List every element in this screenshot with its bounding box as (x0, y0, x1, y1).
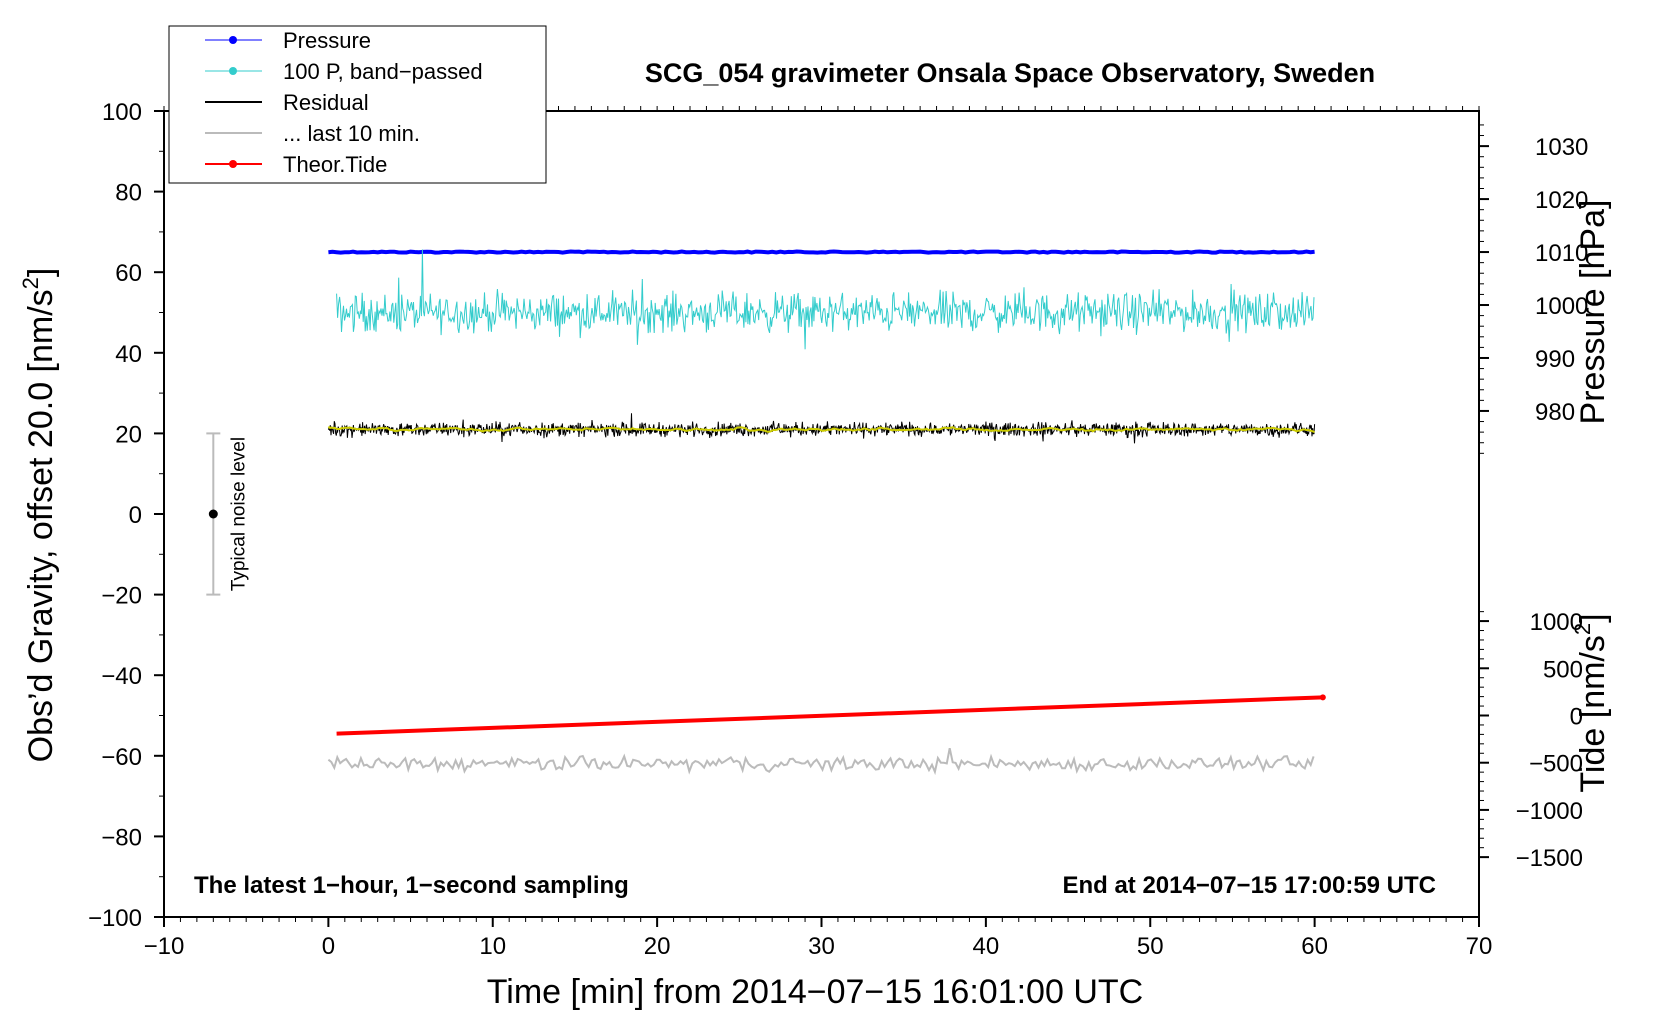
tide-tick-label: −500 (1529, 751, 1583, 778)
x-tick-label: 60 (1301, 933, 1328, 960)
pressure-tick-label: 1010 (1535, 240, 1588, 267)
y-axis-title-main: Obs’d Gravity, offset 20.0 [nm/s (22, 289, 60, 762)
x-tick-label: −10 (144, 933, 185, 960)
tide-tick-label: 1000 (1530, 609, 1583, 636)
pressure-series-line (328, 249, 1315, 255)
tide-axis-title-sup: 2 (1570, 623, 1595, 635)
y-axis-title: Obs’d Gravity, offset 20.0 [nm/s2] (18, 268, 60, 763)
y-tick-label: −40 (101, 663, 142, 690)
tide-tick-label: 0 (1570, 704, 1583, 731)
y-axis-title-sup: 2 (18, 277, 43, 289)
legend-label: Theor.Tide (283, 152, 387, 177)
noise-marker: Typical noise level (206, 432, 249, 596)
x-tick-label: 70 (1466, 933, 1493, 960)
tide-tick-label: −1500 (1516, 845, 1583, 872)
pressure-tick-label: 1020 (1535, 187, 1588, 214)
pressure-tick-label: 990 (1535, 346, 1575, 373)
pressure-axis-title: Pressure [hPa] (1574, 200, 1612, 425)
y-tick-label: 20 (115, 421, 142, 448)
y-tick-label: −20 (101, 583, 142, 610)
y-tick-label: 40 (115, 341, 142, 368)
x-axis-title: Time [min] from 2014−07−15 16:01:00 UTC (487, 973, 1143, 1011)
end-time-note: End at 2014−07−15 17:00:59 UTC (1062, 872, 1436, 899)
chart-title: SCG_054 gravimeter Onsala Space Observat… (645, 58, 1375, 88)
last-10-min-series-line (327, 747, 1315, 776)
y-axis-title-end: ] (22, 268, 60, 277)
x-tick-label: 30 (808, 933, 835, 960)
tide-tick-label: −1000 (1516, 798, 1583, 825)
bandpassed-pressure-series-line (336, 249, 1315, 350)
legend-marker (229, 160, 237, 168)
theoretical-tide-series-line (336, 695, 1323, 736)
legend-label: Pressure (283, 28, 371, 53)
pressure-tick-label: 980 (1535, 399, 1575, 426)
noise-marker-label: Typical noise level (228, 437, 249, 591)
x-tick-label: 40 (973, 933, 1000, 960)
legend-label: 100 P, band−passed (283, 59, 483, 84)
residual-smoothed-series-line (327, 425, 1316, 434)
y-tick-label: −100 (88, 905, 142, 932)
y-tick-label: 0 (129, 502, 142, 529)
x-tick-label: 20 (644, 933, 671, 960)
x-tick-label: 50 (1137, 933, 1164, 960)
plot-frame (163, 110, 1480, 918)
legend-box (168, 25, 547, 184)
y-tick-label: 80 (115, 180, 142, 207)
tide-axis-title-main: Tide [nm/s (1574, 635, 1612, 792)
x-tick-label: 0 (322, 933, 335, 960)
legend-label: Residual (283, 90, 369, 115)
axes: −10 0 10 20 30 40 50 60 70−100−80−60−40−20020406… (88, 99, 1588, 960)
y-tick-label: 100 (102, 99, 142, 126)
legend-marker (229, 67, 237, 75)
pressure-tick-label: 1000 (1535, 293, 1588, 320)
y-tick-label: 60 (115, 260, 142, 287)
tide-tick-label: 500 (1543, 656, 1583, 683)
x-tick-label: 10 (479, 933, 506, 960)
legend-marker (229, 36, 237, 44)
plot-area (327, 249, 1326, 776)
legend: Pressure 100 P, band−passed Residual ... la… (168, 25, 547, 184)
sampling-note: The latest 1−hour, 1−second sampling (194, 872, 629, 899)
y-tick-label: −80 (101, 824, 142, 851)
theoretical-tide-end-point (1319, 694, 1326, 701)
pressure-tick-label: 1030 (1535, 134, 1588, 161)
legend-label: ... last 10 min. (283, 121, 420, 146)
tide-axis-title: Tide [nm/s2] (1570, 613, 1612, 792)
y-tick-label: −60 (101, 744, 142, 771)
tide-axis-title-end: ] (1574, 613, 1612, 622)
noise-center-dot (208, 509, 218, 519)
